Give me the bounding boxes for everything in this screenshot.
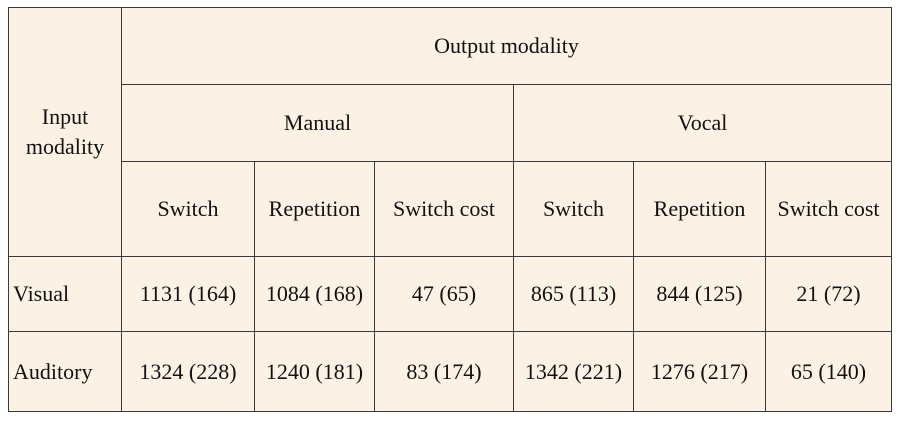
table-cell: 844 (125) (633, 256, 766, 332)
group-header-manual: Manual (121, 84, 514, 162)
input-modality-header: Input modality (8, 7, 122, 257)
table-cell: 83 (174) (374, 331, 514, 412)
results-table-container: Input modality Output modality Manual Vo… (8, 7, 892, 412)
table-cell: 47 (65) (374, 256, 514, 332)
table-row-visual: Visual 1131 (164) 1084 (168) 47 (65) 865… (8, 256, 892, 332)
table-cell: 21 (72) (765, 256, 892, 332)
table-cell: 865 (113) (513, 256, 634, 332)
column-header-vocal-switch-cost: Switch cost (765, 161, 892, 257)
header-row-columns: Switch Repetition Switch cost Switch Rep… (9, 161, 892, 257)
table-cell: 1324 (228) (121, 331, 255, 412)
row-label-visual: Visual (8, 256, 122, 332)
output-modality-header: Output modality (121, 7, 892, 85)
table-cell: 1240 (181) (254, 331, 375, 412)
header-row-groups: Manual Vocal (9, 84, 892, 162)
header-row-output: Input modality Output modality (8, 7, 892, 257)
table-cell: 65 (140) (765, 331, 892, 412)
table-row-auditory: Auditory 1324 (228) 1240 (181) 83 (174) … (8, 331, 892, 412)
table-cell: 1342 (221) (513, 331, 634, 412)
table-cell: 1276 (217) (633, 331, 766, 412)
input-modality-header-line1: Input (41, 104, 89, 130)
group-header-vocal: Vocal (513, 84, 892, 162)
table-cell: 1084 (168) (254, 256, 375, 332)
column-header-manual-switch: Switch (121, 161, 255, 257)
results-table: Input modality Output modality Manual Vo… (8, 7, 892, 412)
column-header-manual-repetition: Repetition (254, 161, 375, 257)
table-cell: 1131 (164) (121, 256, 255, 332)
input-modality-header-line2: modality (25, 134, 105, 159)
row-label-auditory: Auditory (8, 331, 122, 412)
column-header-vocal-switch: Switch (513, 161, 634, 257)
column-header-manual-switch-cost: Switch cost (374, 161, 514, 257)
column-header-vocal-repetition: Repetition (633, 161, 766, 257)
